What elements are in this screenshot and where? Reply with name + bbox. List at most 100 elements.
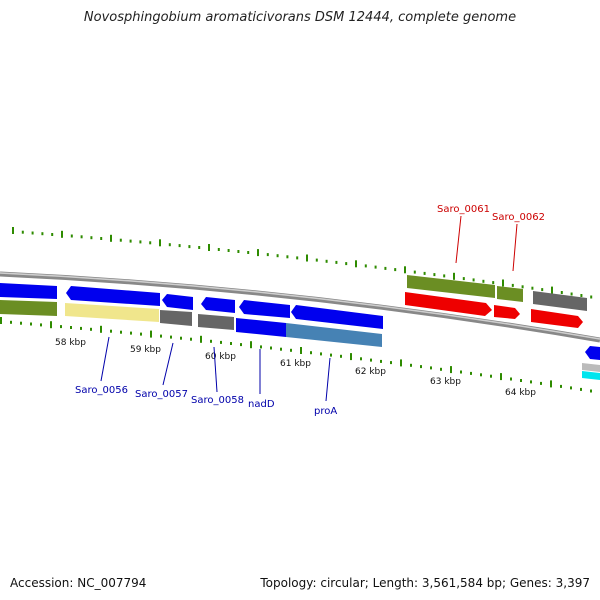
scale-tick (335, 260, 338, 264)
scale-tick (188, 245, 191, 249)
scale-tick (580, 387, 582, 391)
scale-tick (198, 246, 201, 249)
scale-tick (374, 265, 377, 269)
tick-label: 64 kbp (505, 388, 536, 398)
scale-tick (266, 253, 269, 257)
scale-tick (364, 264, 367, 268)
scale-tick (41, 232, 44, 236)
scale-tick (462, 277, 465, 281)
tick-label: 60 kbp (205, 352, 236, 362)
scale-tick (286, 255, 289, 259)
gene-label-proa[interactable]: proA (314, 406, 337, 417)
scale-tick (129, 239, 132, 243)
lower-tick-row (0, 317, 592, 393)
upper-tick-row (12, 227, 593, 299)
gene-feature[interactable] (533, 291, 587, 311)
scale-tick (443, 274, 446, 278)
gene-feature[interactable] (162, 294, 193, 310)
gene-feature[interactable] (531, 309, 583, 328)
scale-tick (50, 321, 52, 329)
gene-feature[interactable] (201, 297, 235, 313)
scale-tick (404, 266, 406, 274)
map-title: Novosphingobium aromaticivorans DSM 1244… (83, 10, 517, 25)
scale-tick (210, 339, 212, 343)
scale-tick (345, 262, 348, 266)
gene-feature[interactable] (582, 363, 600, 372)
scale-tick (100, 325, 102, 333)
scale-tick (190, 337, 192, 341)
scale-tick (440, 367, 442, 371)
scale-tick (61, 230, 63, 238)
scale-tick (119, 238, 122, 242)
gene-feature[interactable] (0, 283, 57, 299)
scale-tick (139, 240, 142, 244)
scale-tick (423, 271, 426, 275)
gene-feature[interactable] (286, 323, 382, 347)
gene-feature[interactable] (198, 314, 234, 330)
scale-tick (410, 363, 412, 367)
scale-tick (21, 230, 24, 234)
gene-feature[interactable] (407, 275, 495, 298)
tick-label: 61 kbp (280, 359, 311, 369)
scale-tick (90, 327, 92, 331)
scale-tick (590, 295, 593, 299)
gene-label-nadd[interactable]: nadD (248, 399, 275, 410)
scale-tick (170, 335, 172, 339)
gene-label-saro-0057[interactable]: Saro_0057 (135, 389, 188, 400)
scale-tick (306, 254, 308, 262)
scale-tick (276, 254, 279, 258)
gene-feature[interactable] (239, 300, 290, 318)
genome-backbone (0, 271, 600, 343)
gene-feature[interactable] (160, 310, 192, 326)
scale-tick (20, 321, 22, 325)
scale-tick (168, 243, 171, 247)
scale-tick (384, 266, 387, 270)
scale-tick (280, 347, 282, 351)
scale-tick (511, 283, 514, 287)
scale-tick (541, 288, 544, 292)
scale-tick (51, 233, 54, 236)
gene-label-saro-0061[interactable]: Saro_0061 (437, 204, 490, 215)
gene-feature[interactable] (66, 286, 160, 306)
gene-feature[interactable] (497, 286, 523, 302)
scale-tick (300, 347, 302, 354)
scale-tick (502, 279, 504, 287)
scale-tick (180, 336, 182, 340)
gene-feature[interactable] (0, 300, 57, 316)
gene-label-saro-0062[interactable]: Saro_0062 (492, 212, 545, 223)
gene-feature[interactable] (405, 292, 492, 316)
gene-feature[interactable] (494, 305, 520, 319)
scale-tick (453, 272, 455, 280)
gene-feature[interactable] (585, 346, 600, 360)
gene-feature[interactable] (236, 318, 286, 337)
scale-tick (394, 268, 397, 272)
gene-feature[interactable] (65, 303, 159, 322)
scale-tick (90, 236, 93, 240)
scale-tick (12, 227, 14, 234)
gene-feature[interactable] (582, 371, 600, 380)
scale-tick (590, 389, 592, 393)
scale-tick (330, 353, 332, 357)
gene-label-saro-0056[interactable]: Saro_0056 (75, 385, 128, 396)
scale-tick (370, 358, 372, 362)
forward-strand-genes (405, 275, 587, 328)
scale-tick (530, 380, 532, 384)
gene-feature[interactable] (291, 305, 383, 329)
scale-tick (257, 249, 259, 257)
gene-label-saro-0058[interactable]: Saro_0058 (191, 395, 244, 406)
scale-tick (30, 322, 32, 326)
scale-tick (110, 234, 112, 242)
scale-tick (420, 365, 422, 369)
scale-tick (149, 241, 152, 245)
scale-tick (492, 281, 495, 285)
scale-tick (200, 335, 202, 343)
scale-tick (360, 357, 362, 361)
scale-tick (500, 373, 502, 381)
scale-tick (325, 259, 328, 263)
scale-tick (10, 320, 12, 324)
topology-text: Topology: circular; Length: 3,561,584 bp… (260, 576, 590, 590)
scale-tick (160, 334, 162, 338)
scale-tick (482, 279, 485, 283)
scale-tick (460, 370, 462, 374)
tick-label: 63 kbp (430, 377, 461, 387)
